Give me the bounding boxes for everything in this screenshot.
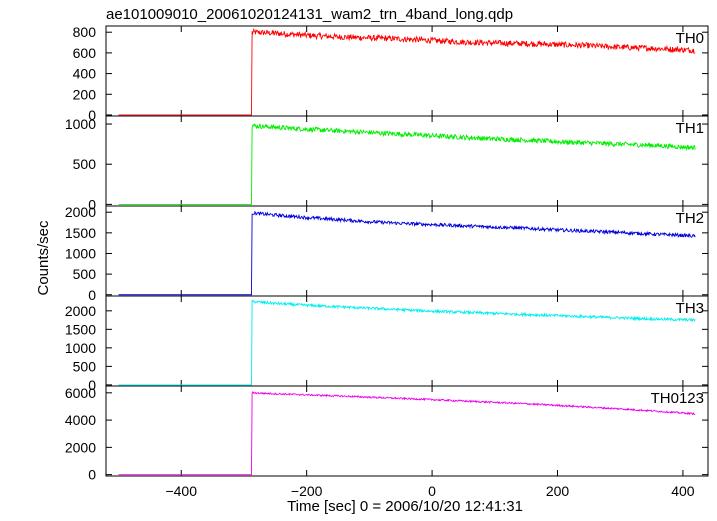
y-tick-label: 2000 — [65, 204, 96, 220]
y-tick-label: 1500 — [65, 225, 96, 241]
panel-label: TH2 — [676, 210, 704, 227]
panel-th1: 0 500 1000 TH1 — [65, 115, 709, 212]
series-line-th3 — [118, 299, 696, 386]
series-line-th0123 — [118, 391, 696, 476]
y-tick-label: 4000 — [65, 412, 96, 428]
panels-group: 0 200 400 600 800 TH0 0 500 1000 TH1 0 500 1000 1500 2… — [65, 24, 709, 499]
y-tick-label: 1500 — [65, 321, 96, 337]
y-tick-label: 0 — [88, 287, 96, 303]
y-tick-label: 1000 — [65, 340, 96, 356]
y-tick-label: 600 — [73, 45, 97, 61]
y-tick-label: 0 — [88, 107, 96, 123]
y-tick-label: 1000 — [65, 245, 96, 261]
y-tick-label: 6000 — [65, 385, 96, 401]
y-tick-label: 2000 — [65, 303, 96, 319]
x-tick-label: 0 — [428, 483, 436, 499]
panel-frame — [105, 205, 709, 297]
y-axis-label: Counts/sec — [35, 220, 52, 296]
y-tick-label: 500 — [73, 156, 97, 172]
y-tick-label: 400 — [73, 66, 97, 82]
y-tick-label: 500 — [73, 266, 97, 282]
y-tick-label: 1000 — [65, 116, 96, 132]
y-tick-label: 800 — [73, 24, 97, 40]
panel-label: TH3 — [676, 300, 704, 317]
x-tick-label: −400 — [165, 483, 197, 499]
panel-frame — [105, 385, 709, 477]
panel-label: TH0 — [676, 30, 704, 47]
panel-label: TH1 — [676, 120, 704, 137]
panel-frame — [105, 115, 709, 207]
y-tick-label: 500 — [73, 358, 97, 374]
chart-title: ae101009010_20061020124131_wam2_trn_4ban… — [106, 6, 513, 23]
panel-label: TH0123 — [651, 390, 704, 407]
y-tick-label: 0 — [88, 196, 96, 212]
series-line-th1 — [118, 123, 696, 205]
y-tick-label: 200 — [73, 86, 97, 102]
y-tick-label: 0 — [88, 467, 96, 483]
y-tick-label: 2000 — [65, 439, 96, 455]
y-tick-label: 0 — [88, 377, 96, 393]
series-line-th2 — [118, 210, 696, 296]
panel-th0123: 0 2000 4000 6000 −400 −200 0 200 400 TH0123 — [65, 385, 709, 499]
panel-th3: 0 500 1000 1500 2000 TH3 — [65, 295, 709, 393]
x-tick-label: 400 — [671, 483, 695, 499]
panel-th2: 0 500 1000 1500 2000 TH2 — [65, 204, 709, 303]
series-line-th0 — [118, 27, 696, 116]
panel-th0: 0 200 400 600 800 TH0 — [73, 24, 709, 123]
x-axis-label: Time [sec] 0 = 2006/10/20 12:41:31 — [287, 498, 523, 515]
x-tick-label: 200 — [546, 483, 570, 499]
x-tick-label: −200 — [291, 483, 323, 499]
